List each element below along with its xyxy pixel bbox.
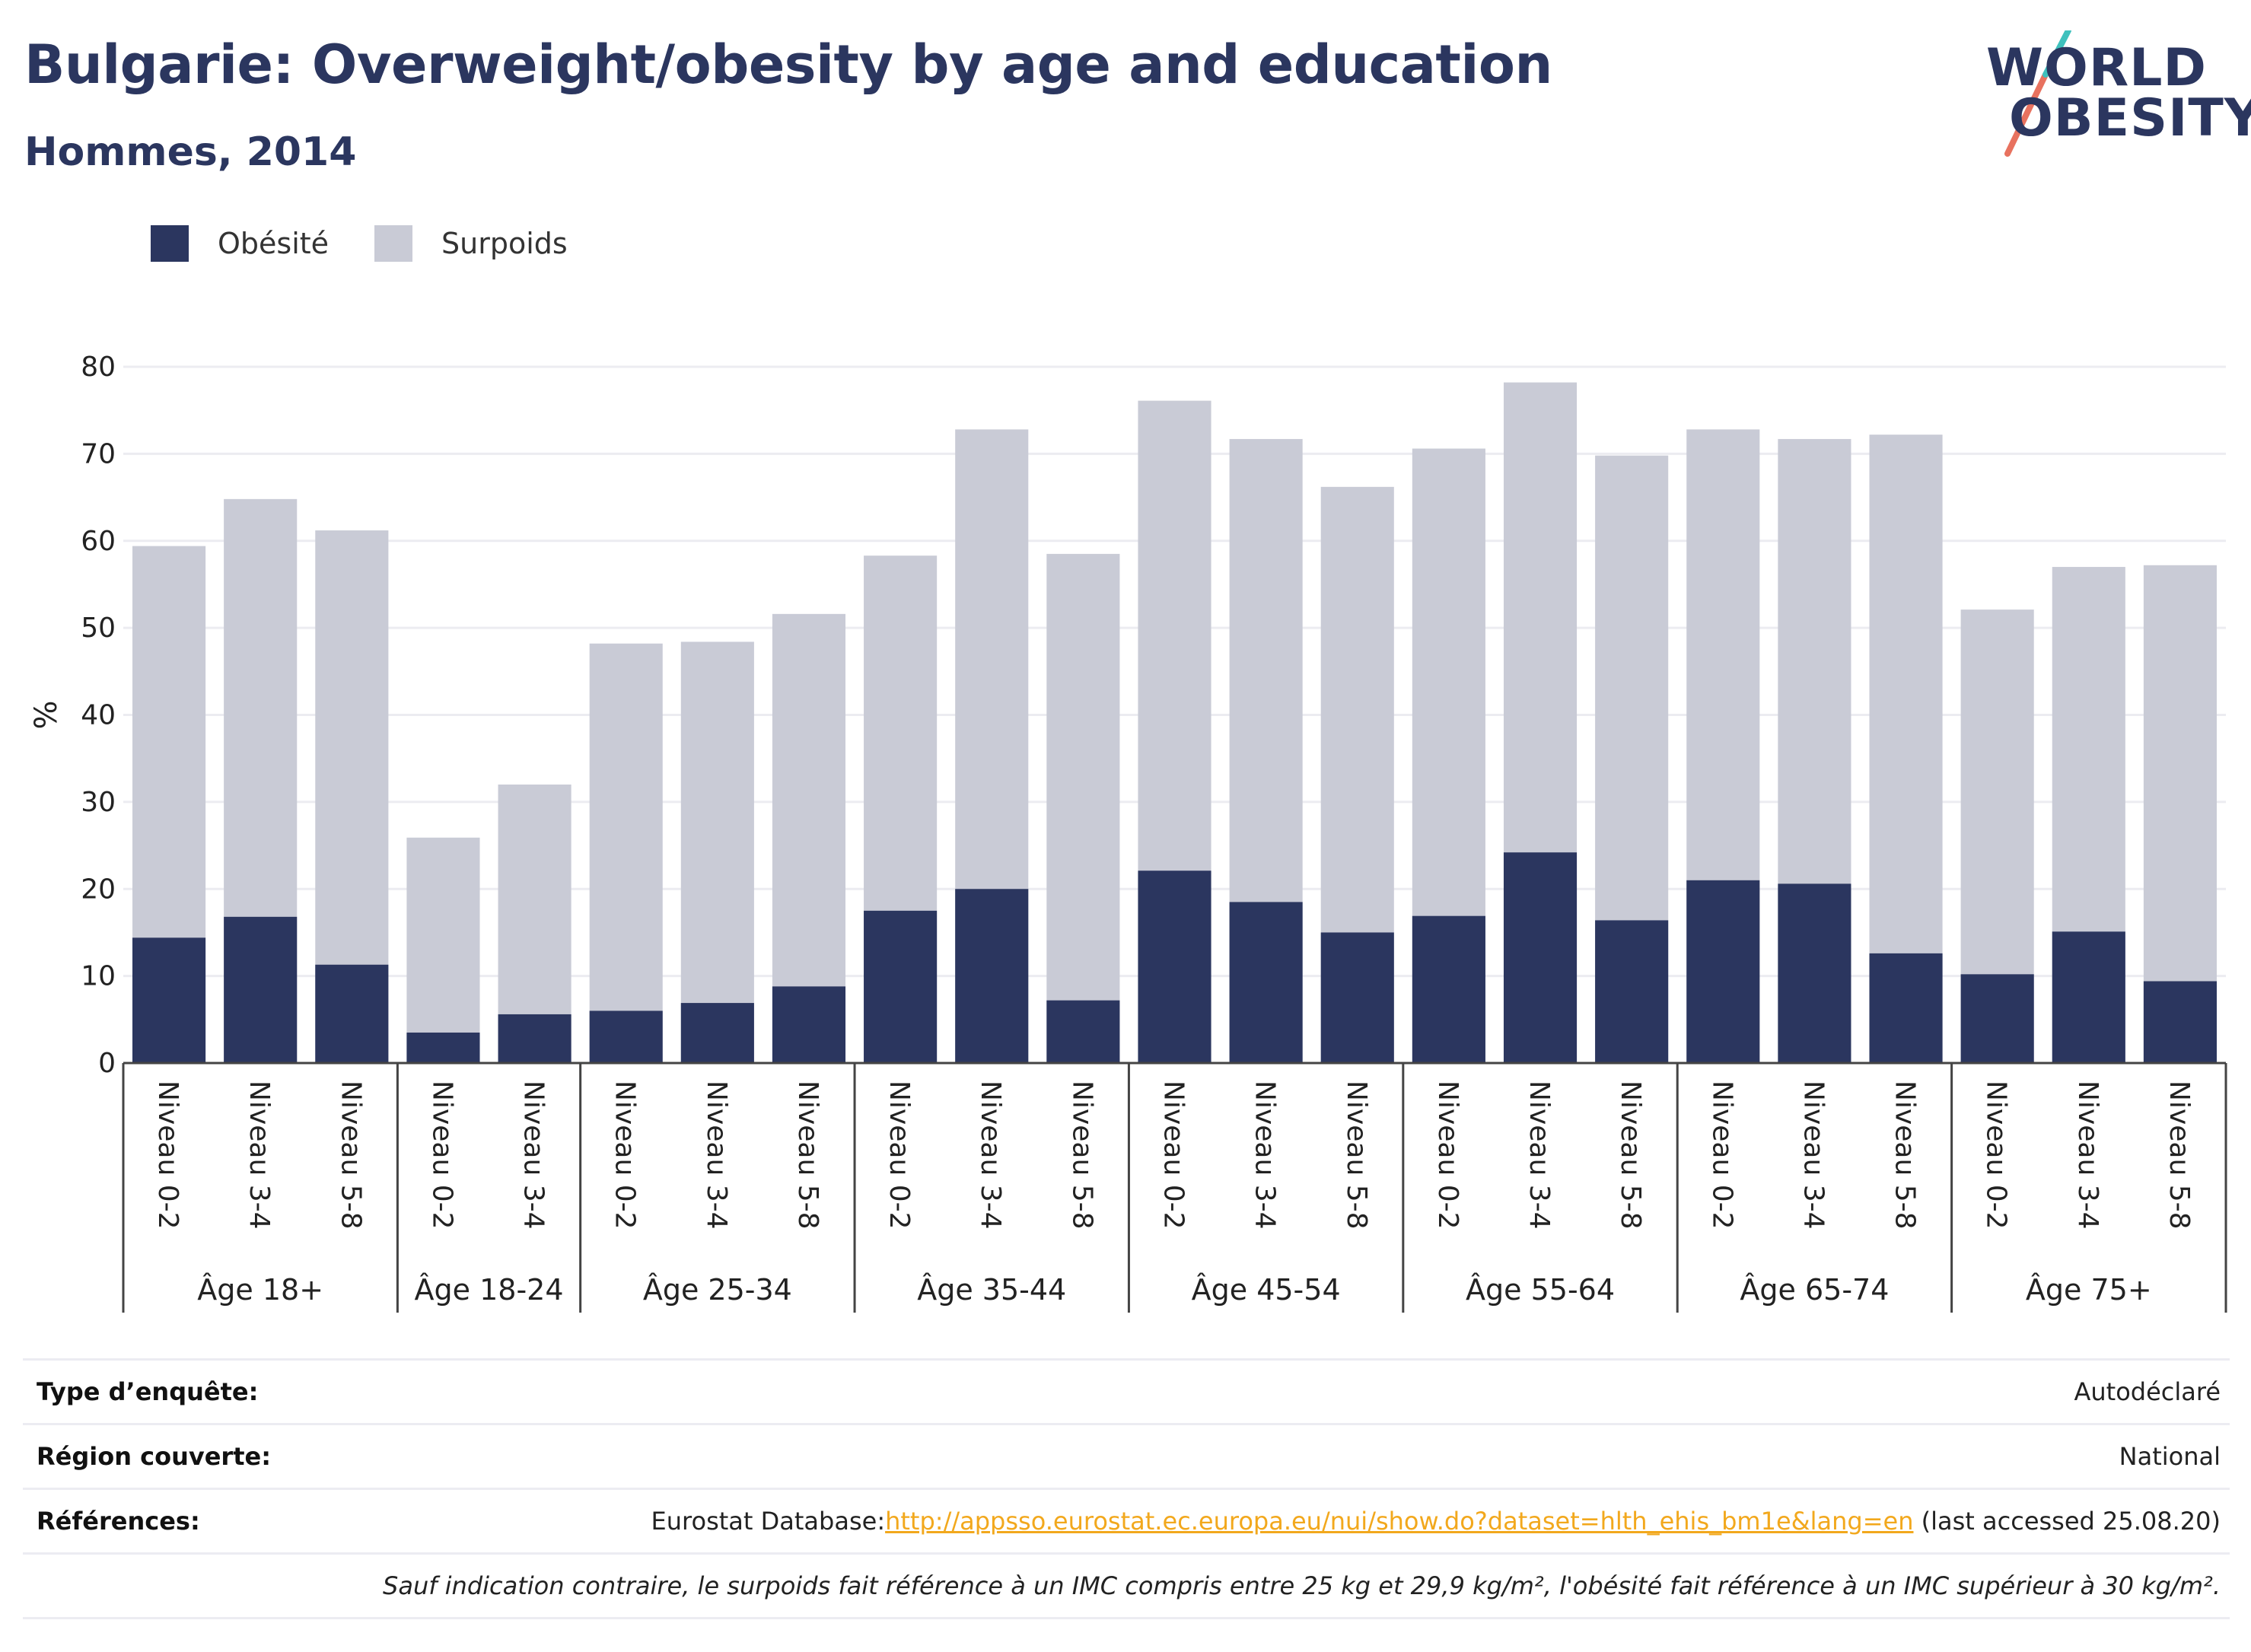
definition-note: Sauf indication contraire, le surpoids f… — [383, 1571, 2221, 1600]
bar-obesite — [589, 1011, 663, 1063]
bar-obesite — [498, 1014, 572, 1063]
x-tick-label: Niveau 3-4 — [244, 1081, 275, 1230]
footer-row-region: Région couverte: National — [23, 1423, 2230, 1488]
bar-obesite — [1046, 1000, 1120, 1063]
bar-obesite — [2052, 931, 2125, 1063]
x-tick-label: Niveau 3-4 — [1523, 1081, 1555, 1230]
legend-label-surpoids: Surpoids — [441, 227, 568, 260]
x-tick-label: Niveau 3-4 — [701, 1081, 732, 1230]
bar-surpoids — [2143, 565, 2217, 1063]
bar-obesite — [955, 889, 1029, 1063]
legend-swatch-surpoids — [374, 225, 413, 262]
bar-obesite — [1503, 852, 1578, 1063]
legend-swatch-obesite — [151, 225, 189, 262]
x-tick-label: Niveau 3-4 — [1250, 1081, 1281, 1230]
footer-row-survey-type: Type d’enquête: Autodéclaré — [23, 1358, 2230, 1423]
x-tick-label: Niveau 3-4 — [518, 1081, 549, 1230]
logo-line1: WORLD — [1986, 38, 2207, 98]
bar-chart: 0 10 20 30 40 50 60 70 80% Niveau 0-2 Niveau 3-4 Ni… — [29, 352, 2227, 1313]
x-tick-label: Niveau 0-2 — [152, 1081, 183, 1230]
bar-obesite — [132, 937, 206, 1063]
bar-obesite — [1595, 920, 1669, 1063]
legend-item-obesite[interactable]: Obésité — [151, 225, 329, 262]
bar-obesite — [1960, 974, 2034, 1063]
y-tick-label: 80 — [81, 352, 116, 383]
x-tick-label: Niveau 0-2 — [1981, 1081, 2012, 1230]
y-tick-label: 40 — [81, 700, 116, 731]
x-tick-label: Niveau 0-2 — [426, 1081, 457, 1230]
y-tick-label: 70 — [81, 438, 116, 469]
x-tick-label: Niveau 3-4 — [1797, 1081, 1829, 1230]
bar-obesite — [2143, 981, 2217, 1063]
references-value: Eurostat Database:http://appsso.eurostat… — [651, 1507, 2230, 1536]
y-axis-label: % — [29, 700, 64, 729]
y-tick-label: 20 — [81, 874, 116, 905]
y-tick-label: 30 — [81, 787, 116, 818]
bar-surpoids — [680, 641, 754, 1063]
x-tick-label: Niveau 3-4 — [2072, 1081, 2103, 1230]
y-tick-label: 0 — [98, 1048, 116, 1079]
y-tick-label: 50 — [81, 613, 116, 644]
bar-obesite — [1320, 932, 1394, 1063]
bar-obesite — [1138, 871, 1211, 1063]
group-label: Âge 35-44 — [917, 1273, 1066, 1307]
x-tick-label: Niveau 0-2 — [610, 1081, 641, 1230]
region-key: Région couverte: — [37, 1442, 271, 1471]
footer-row-note: Sauf indication contraire, le surpoids f… — [23, 1552, 2230, 1619]
references-prefix: Eurostat Database: — [651, 1507, 886, 1536]
x-tick-label: Niveau 0-2 — [1158, 1081, 1189, 1230]
x-tick-label: Niveau 0-2 — [1706, 1081, 1737, 1230]
x-tick-label: Niveau 5-8 — [1890, 1081, 1921, 1230]
footer-row-references: Références: Eurostat Database:http://app… — [23, 1488, 2230, 1552]
group-label: Âge 45-54 — [1192, 1273, 1341, 1307]
group-label: Âge 55-64 — [1466, 1273, 1615, 1307]
bar-obesite — [1778, 883, 1851, 1063]
x-tick-label: Niveau 5-8 — [1066, 1081, 1097, 1230]
world-obesity-logo: WORLD OBESITY — [1986, 30, 2251, 160]
bar-surpoids — [1046, 553, 1120, 1063]
chart-subtitle: Hommes, 2014 — [24, 129, 357, 175]
x-tick-label: Niveau 5-8 — [2163, 1081, 2195, 1230]
group-label: Âge 18-24 — [415, 1273, 564, 1307]
references-suffix: (last accessed 25.08.20) — [1913, 1507, 2221, 1536]
x-tick-label: Niveau 5-8 — [1615, 1081, 1646, 1230]
x-tick-label: Niveau 5-8 — [1341, 1081, 1372, 1230]
region-value: National — [2119, 1442, 2221, 1471]
logo-line2: OBESITY — [2009, 88, 2251, 148]
legend: Obésité Surpoids — [151, 225, 613, 262]
group-label: Âge 65-74 — [1740, 1273, 1889, 1307]
survey-type-value: Autodéclaré — [2074, 1377, 2221, 1406]
y-tick-label: 60 — [81, 526, 116, 557]
bar-obesite — [224, 916, 298, 1063]
references-link[interactable]: http://appsso.eurostat.ec.europa.eu/nui/… — [885, 1507, 1914, 1536]
bar-obesite — [680, 1003, 754, 1063]
y-tick-label: 10 — [81, 961, 116, 992]
bar-obesite — [315, 964, 389, 1063]
bar-obesite — [1869, 953, 1943, 1063]
bar-obesite — [1229, 902, 1303, 1063]
bar-surpoids — [406, 837, 480, 1063]
bar-obesite — [772, 986, 846, 1063]
bar-obesite — [1412, 915, 1485, 1063]
legend-item-surpoids[interactable]: Surpoids — [374, 225, 568, 262]
references-key: Références: — [37, 1507, 200, 1536]
footer-table: Type d’enquête: Autodéclaré Région couve… — [23, 1358, 2230, 1619]
bar-obesite — [1686, 880, 1760, 1063]
x-tick-label: Niveau 5-8 — [335, 1081, 366, 1230]
survey-type-key: Type d’enquête: — [37, 1377, 259, 1406]
logo-slash-icon — [2004, 30, 2071, 157]
chart-title: Bulgarie: Overweight/obesity by age and … — [24, 33, 1552, 96]
bar-obesite — [864, 910, 938, 1063]
group-label: Âge 25-34 — [643, 1273, 792, 1307]
x-tick-label: Niveau 0-2 — [1432, 1081, 1463, 1230]
group-label: Âge 75+ — [2026, 1273, 2152, 1307]
group-label: Âge 18+ — [197, 1273, 323, 1307]
x-tick-label: Niveau 0-2 — [884, 1081, 915, 1230]
legend-label-obesite: Obésité — [218, 227, 330, 260]
bar-obesite — [406, 1032, 480, 1063]
x-tick-label: Niveau 5-8 — [792, 1081, 823, 1230]
bar-surpoids — [589, 643, 663, 1063]
x-tick-label: Niveau 3-4 — [975, 1081, 1006, 1230]
